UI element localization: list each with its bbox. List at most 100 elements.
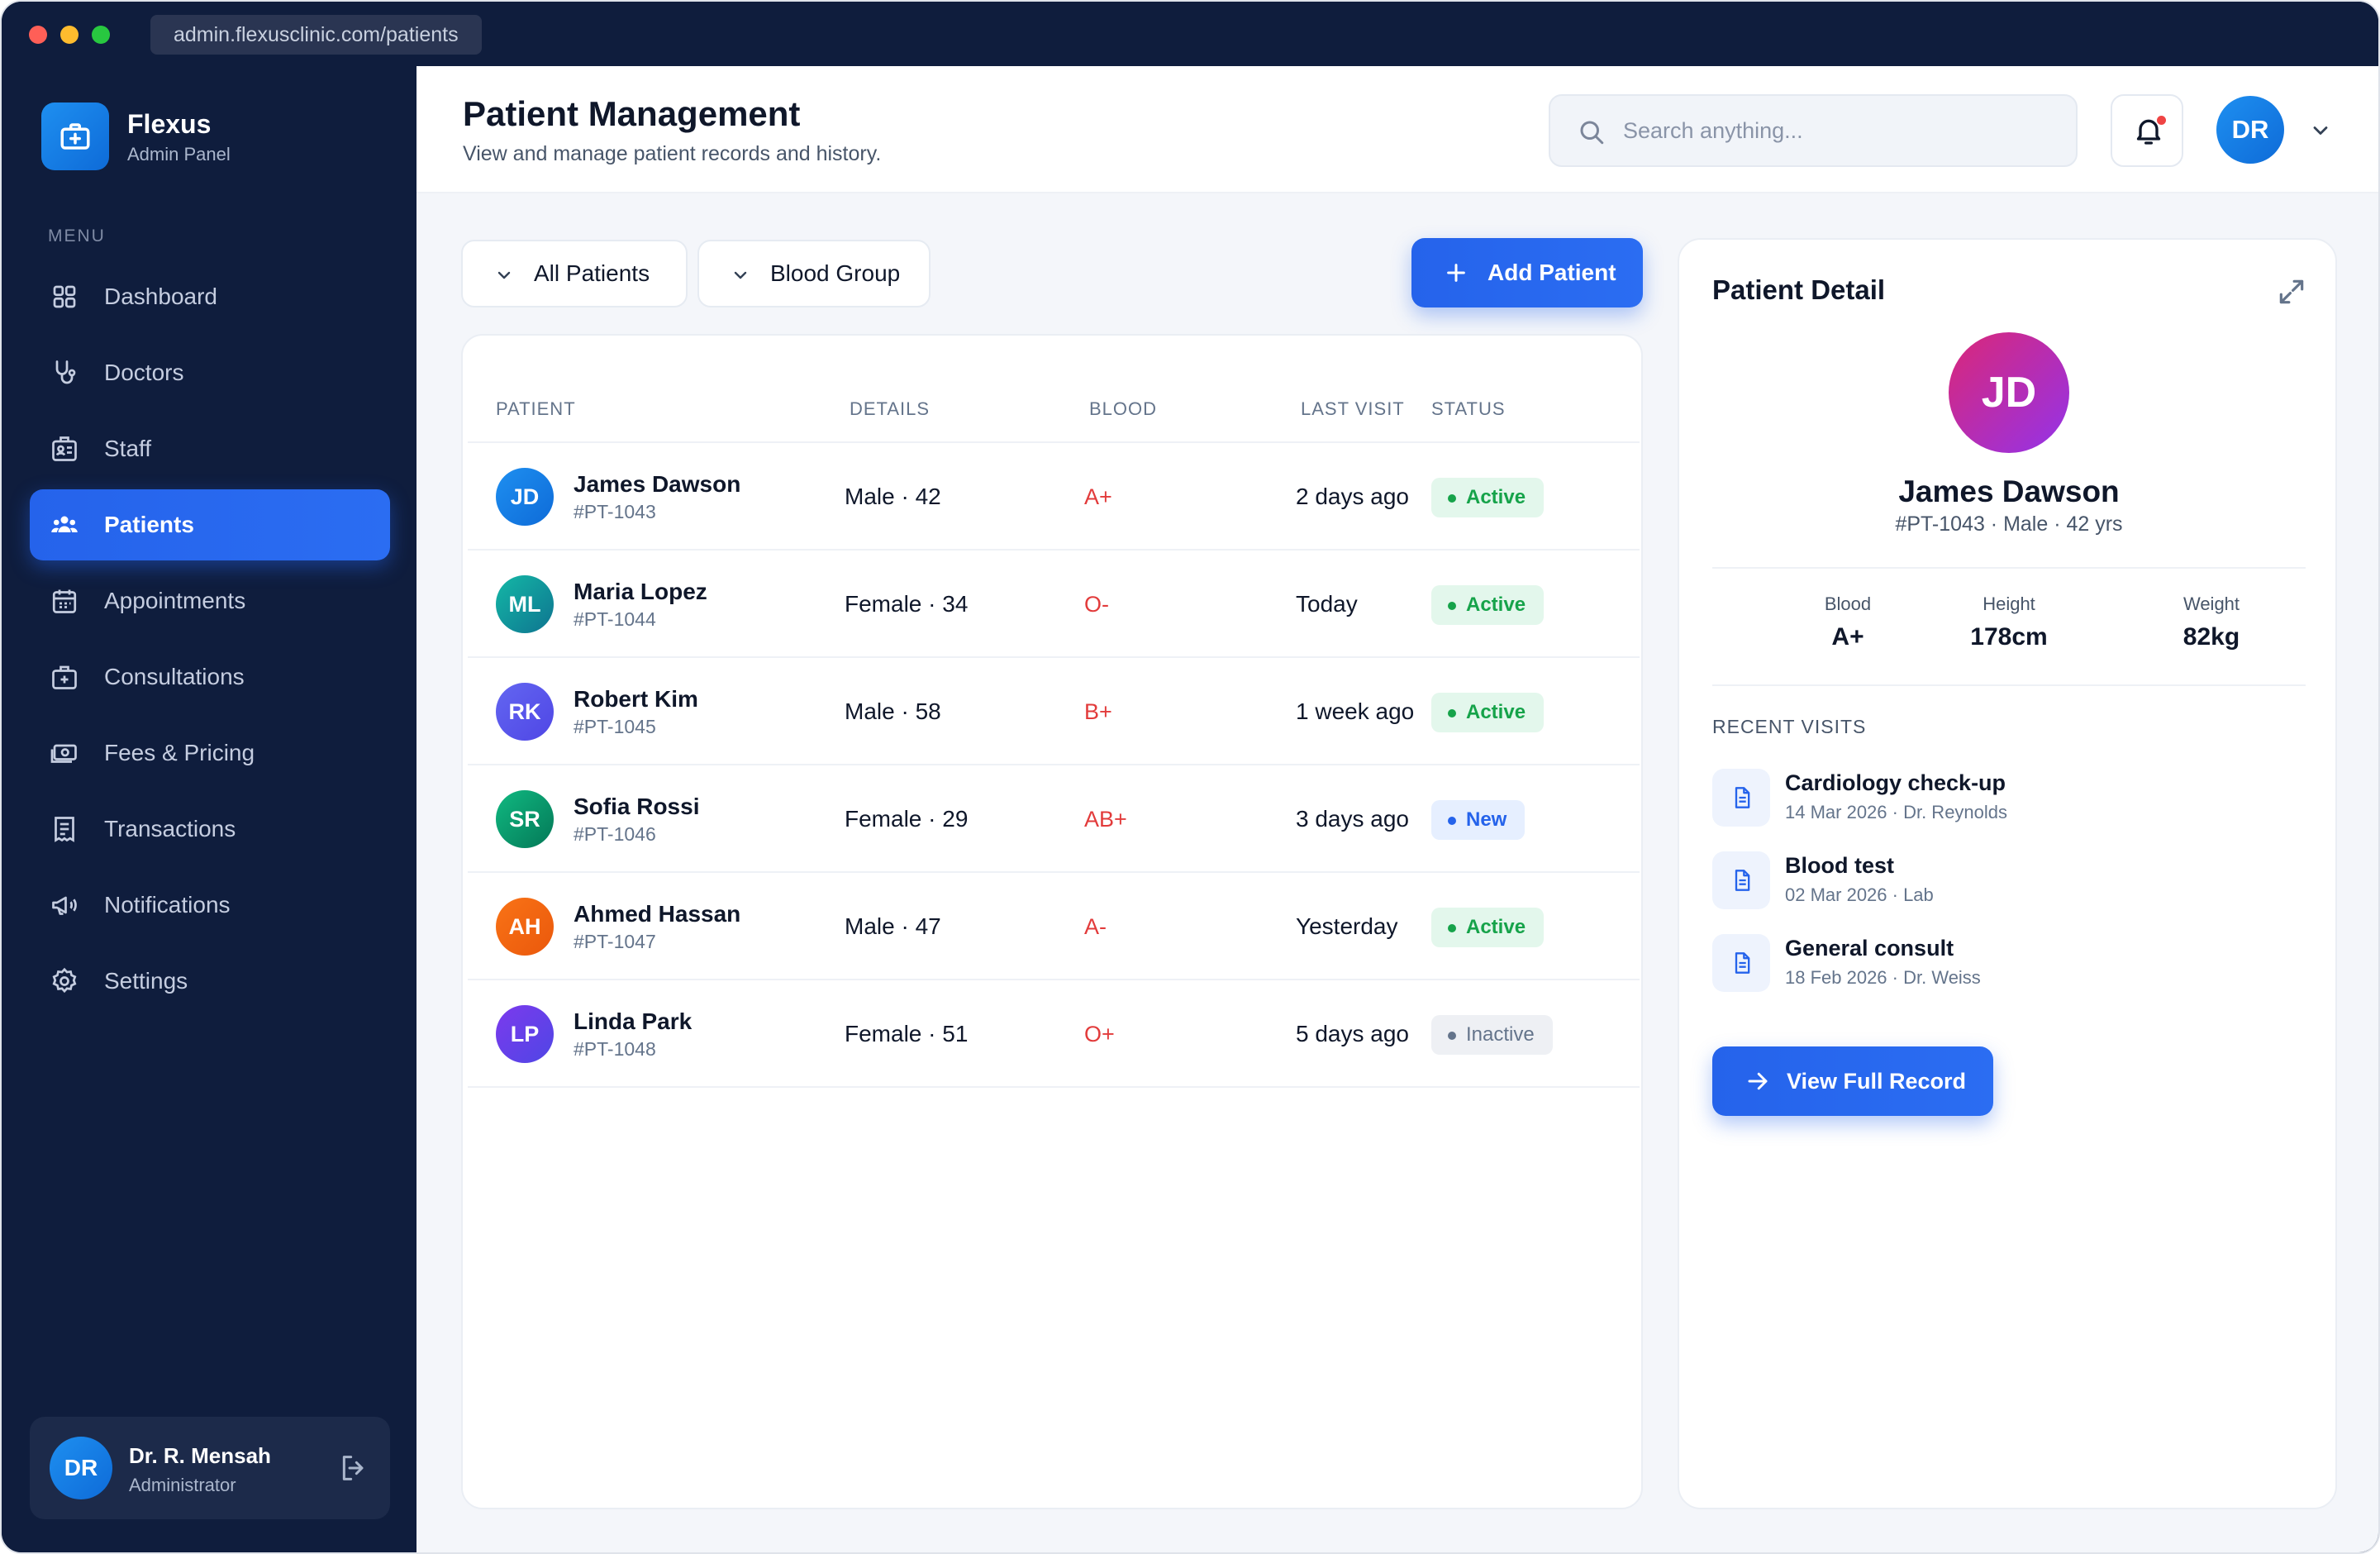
patient-details: Female · 29 bbox=[845, 806, 969, 832]
minimize-window-button[interactable] bbox=[60, 26, 79, 44]
notifications-button[interactable] bbox=[2111, 94, 2183, 167]
add-patient-button[interactable]: Add Patient bbox=[1411, 238, 1643, 307]
detail-patient-name: James Dawson bbox=[1898, 474, 2120, 508]
close-window-button[interactable] bbox=[29, 26, 47, 44]
search-icon bbox=[1580, 121, 1604, 145]
visit-item[interactable]: Cardiology check-up 14 Mar 2026 · Dr. Re… bbox=[1712, 765, 2291, 832]
chevron-down-icon bbox=[734, 271, 747, 279]
stat-value: 82kg bbox=[2182, 623, 2240, 651]
sidebar-item-dashboard[interactable]: Dashboard bbox=[30, 261, 390, 332]
table-row[interactable]: JD James Dawson #PT-1043 Male · 42 A+ 2 … bbox=[468, 443, 1640, 551]
stat-blood: Blood A+ bbox=[1749, 593, 1947, 651]
badge-icon bbox=[52, 436, 77, 461]
patient-last-visit: 5 days ago bbox=[1296, 1021, 1409, 1046]
stat-label: Blood bbox=[1824, 593, 1872, 614]
view-full-record-label: View Full Record bbox=[1787, 1069, 1967, 1094]
sidebar-item-label: Fees & Pricing bbox=[104, 740, 255, 765]
visit-item[interactable]: General consult 18 Feb 2026 · Dr. Weiss bbox=[1712, 931, 2291, 997]
table-row[interactable]: SR Sofia Rossi #PT-1046 Female · 29 AB+ … bbox=[468, 765, 1640, 873]
brand-subtitle: Admin Panel bbox=[127, 144, 231, 164]
sidebar-item-label: Appointments bbox=[104, 588, 246, 613]
search-box[interactable] bbox=[1549, 94, 2078, 167]
current-user-card[interactable]: DR Dr. R. Mensah Administrator bbox=[30, 1417, 390, 1519]
status-badge: Active bbox=[1431, 478, 1545, 517]
sidebar-item-appointments[interactable]: Appointments bbox=[30, 565, 390, 636]
column-header-details[interactable]: DETAILS bbox=[850, 398, 931, 419]
view-full-record-button[interactable]: View Full Record bbox=[1712, 1046, 1993, 1116]
patient-name: Ahmed Hassan bbox=[574, 901, 741, 927]
status-badge: Active bbox=[1431, 585, 1545, 625]
page-subtitle: View and manage patient records and hist… bbox=[463, 142, 882, 165]
receipt-icon bbox=[55, 817, 74, 842]
patient-name: Robert Kim bbox=[574, 686, 698, 712]
patient-last-visit: 3 days ago bbox=[1296, 806, 1409, 832]
sidebar-item-label: Notifications bbox=[104, 892, 231, 918]
sidebar-item-fees-pricing[interactable]: Fees & Pricing bbox=[30, 717, 390, 789]
maximize-window-button[interactable] bbox=[92, 26, 110, 44]
patients-table: PATIENT DETAILS BLOOD LAST VISIT STATUS … bbox=[461, 334, 1643, 1509]
patient-last-visit: Today bbox=[1296, 591, 1358, 617]
sidebar-item-transactions[interactable]: Transactions bbox=[30, 794, 390, 865]
sidebar-item-staff[interactable]: Staff bbox=[30, 413, 390, 484]
recent-visits-label: RECENT VISITS bbox=[1712, 716, 1867, 737]
patient-avatar: SR bbox=[496, 790, 554, 848]
sidebar-item-label: Patients bbox=[104, 512, 194, 537]
table-row[interactable]: AH Ahmed Hassan #PT-1047 Male · 47 A- Ye… bbox=[468, 873, 1640, 980]
filter-all-patients[interactable]: All Patients bbox=[461, 240, 688, 307]
sidebar-item-doctors[interactable]: Doctors bbox=[30, 337, 390, 408]
patient-avatar: RK bbox=[496, 683, 554, 741]
column-header-last-visit[interactable]: LAST VISIT bbox=[1301, 398, 1405, 419]
divider bbox=[1712, 684, 2306, 686]
patient-name: Maria Lopez bbox=[574, 579, 707, 604]
visit-icon-box bbox=[1712, 934, 1770, 992]
filter-label: All Patients bbox=[534, 260, 650, 286]
patient-details: Male · 47 bbox=[845, 913, 941, 939]
sidebar-nav: Dashboard Doctors Staff Patients Appoint… bbox=[30, 261, 390, 1022]
patient-details: Female · 51 bbox=[845, 1021, 969, 1046]
sidebar-item-consultations[interactable]: Consultations bbox=[30, 641, 390, 713]
stat-value: A+ bbox=[1831, 623, 1864, 651]
user-avatar: DR bbox=[50, 1437, 112, 1499]
column-header-status[interactable]: STATUS bbox=[1431, 398, 1506, 419]
medical-kit-icon bbox=[60, 123, 90, 150]
column-header-blood[interactable]: BLOOD bbox=[1089, 398, 1158, 419]
column-header-patient[interactable]: PATIENT bbox=[496, 398, 576, 419]
sidebar-item-settings[interactable]: Settings bbox=[30, 946, 390, 1017]
sidebar-item-notifications[interactable]: Notifications bbox=[30, 870, 390, 941]
sidebar-item-label: Settings bbox=[104, 968, 188, 994]
visit-subtitle: 02 Mar 2026 · Lab bbox=[1785, 884, 1934, 905]
filter-blood-group[interactable]: Blood Group bbox=[697, 240, 931, 307]
chevron-down-icon[interactable] bbox=[2309, 119, 2332, 142]
patient-id: #PT-1048 bbox=[574, 1038, 656, 1060]
stethoscope-icon bbox=[55, 360, 76, 384]
patient-name: Sofia Rossi bbox=[574, 794, 700, 819]
logout-icon[interactable] bbox=[337, 1452, 370, 1485]
filter-label: Blood Group bbox=[770, 260, 901, 286]
table-row[interactable]: LP Linda Park #PT-1048 Female · 51 O+ 5 … bbox=[468, 980, 1640, 1088]
table-row[interactable]: RK Robert Kim #PT-1045 Male · 58 B+ 1 we… bbox=[468, 658, 1640, 765]
status-badge: New bbox=[1431, 800, 1526, 840]
calendar-icon bbox=[52, 589, 77, 613]
address-bar[interactable]: admin.flexusclinic.com/patients bbox=[150, 15, 482, 55]
sidebar-item-label: Staff bbox=[104, 436, 152, 461]
page-header: Patient Management View and manage patie… bbox=[416, 66, 2378, 193]
patient-name: Linda Park bbox=[574, 1008, 693, 1034]
grid-icon bbox=[53, 285, 76, 308]
header-avatar[interactable]: DR bbox=[2216, 96, 2284, 164]
table-row[interactable]: ML Maria Lopez #PT-1044 Female · 34 O- T… bbox=[468, 551, 1640, 658]
document-icon bbox=[1735, 952, 1750, 974]
visit-icon-box bbox=[1712, 851, 1770, 909]
sidebar: Flexus Admin Panel MENU Dashboard Doctor… bbox=[2, 66, 416, 1552]
patient-blood: A- bbox=[1084, 914, 1107, 939]
status-badge: Active bbox=[1431, 908, 1545, 947]
visit-item[interactable]: Blood test 02 Mar 2026 · Lab bbox=[1712, 848, 2291, 914]
user-role: Administrator bbox=[129, 1475, 236, 1495]
visit-subtitle: 14 Mar 2026 · Dr. Reynolds bbox=[1785, 802, 2008, 822]
stat-label: Weight bbox=[2182, 593, 2240, 614]
header-divider bbox=[468, 441, 1640, 443]
sidebar-item-patients[interactable]: Patients bbox=[30, 489, 390, 560]
search-input[interactable] bbox=[1623, 111, 2053, 150]
patient-details: Male · 42 bbox=[845, 484, 941, 509]
expand-icon[interactable] bbox=[2276, 276, 2307, 307]
